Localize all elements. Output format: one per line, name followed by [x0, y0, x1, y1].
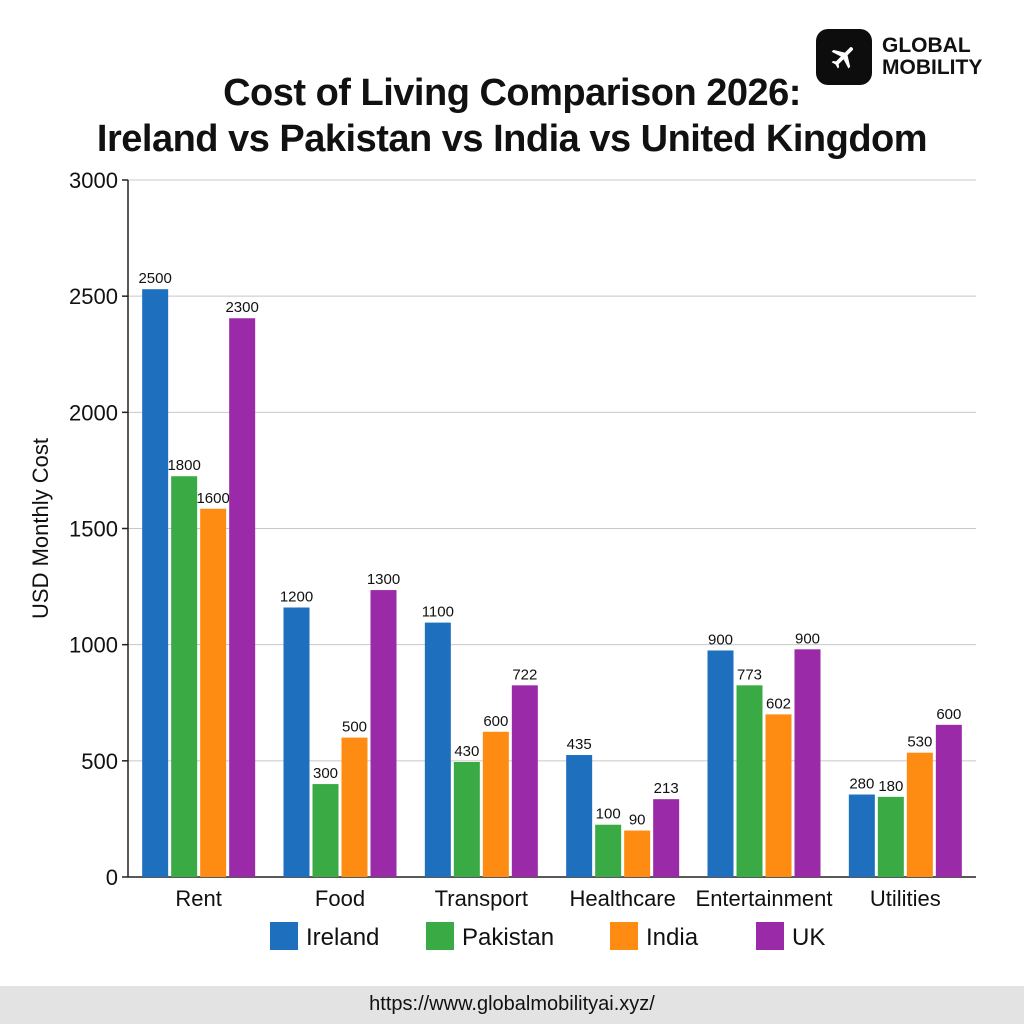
data-label: 900: [708, 631, 733, 648]
data-label: 2500: [138, 270, 171, 287]
legend-label: UK: [792, 924, 825, 951]
y-tick-label: 2500: [69, 284, 118, 309]
data-label: 722: [512, 666, 537, 683]
legend-swatch-uk: [756, 922, 784, 950]
bar-uk-rent: [229, 318, 256, 877]
data-label: 1800: [167, 457, 200, 474]
data-label: 1300: [367, 571, 400, 588]
data-label: 435: [567, 736, 592, 753]
y-tick-label: 500: [81, 749, 118, 774]
data-label: 90: [629, 812, 646, 829]
data-label: 300: [313, 765, 338, 782]
data-label: 530: [907, 734, 932, 751]
bar-pakistan-rent: [171, 476, 198, 877]
data-label: 1600: [196, 490, 229, 507]
legend-label: Ireland: [306, 924, 379, 951]
bar-ireland-entertainment: [707, 650, 734, 877]
chart-title-line1: Cost of Living Comparison 2026:: [223, 72, 801, 114]
data-label: 1200: [280, 588, 313, 605]
bar-india-transport: [482, 731, 509, 877]
data-label: 213: [654, 780, 679, 797]
x-tick-label: Transport: [435, 886, 528, 911]
data-label: 600: [483, 713, 508, 730]
y-axis-label: USD Monthly Cost: [28, 438, 53, 619]
data-label: 2300: [225, 299, 258, 316]
data-label: 602: [766, 695, 791, 712]
data-label: 900: [795, 630, 820, 647]
legend-swatch-pakistan: [426, 922, 454, 950]
bar-pakistan-healthcare: [595, 824, 622, 877]
bar-ireland-transport: [424, 622, 451, 877]
bar-uk-transport: [511, 685, 538, 877]
y-tick-label: 1500: [69, 517, 118, 542]
x-tick-label: Rent: [175, 886, 221, 911]
data-label: 180: [878, 778, 903, 795]
bar-india-entertainment: [765, 714, 792, 877]
y-tick-label: 1000: [69, 633, 118, 658]
legend-swatch-india: [610, 922, 638, 950]
data-label: 773: [737, 666, 762, 683]
legend-swatch-ireland: [270, 922, 298, 950]
footer-url-bar: https://www.globalmobilityai.xyz/: [0, 986, 1024, 1024]
y-tick-label: 0: [106, 865, 118, 890]
data-label: 100: [596, 806, 621, 823]
airplane-icon: [816, 29, 872, 85]
x-tick-label: Healthcare: [569, 886, 675, 911]
data-label: 500: [342, 719, 367, 736]
bar-pakistan-entertainment: [736, 685, 763, 877]
bar-uk-entertainment: [794, 649, 821, 877]
bar-uk-healthcare: [653, 799, 680, 877]
bar-ireland-healthcare: [566, 755, 593, 877]
bar-pakistan-utilities: [877, 796, 904, 877]
bar-pakistan-food: [312, 784, 339, 877]
bar-ireland-rent: [142, 289, 169, 877]
bar-india-utilities: [906, 752, 933, 877]
y-tick-label: 3000: [69, 168, 118, 193]
data-label: 280: [849, 776, 874, 793]
brand-logo: GLOBAL MOBILITY: [816, 28, 982, 86]
bar-india-rent: [200, 508, 227, 877]
bar-ireland-food: [283, 607, 310, 877]
bar-pakistan-transport: [453, 761, 480, 877]
bar-india-food: [341, 737, 368, 877]
chart-title-line2: Ireland vs Pakistan vs India vs United K…: [96, 118, 928, 160]
footer-url[interactable]: https://www.globalmobilityai.xyz/: [369, 993, 655, 1015]
y-tick-label: 2000: [69, 400, 118, 425]
bar-ireland-utilities: [848, 794, 875, 877]
bar-india-healthcare: [624, 830, 651, 877]
brand-name-line1: GLOBAL: [882, 34, 971, 57]
x-tick-label: Utilities: [870, 886, 941, 911]
x-tick-label: Entertainment: [696, 886, 833, 911]
data-label: 1100: [422, 604, 454, 621]
data-label: 430: [454, 743, 479, 760]
legend-label: Pakistan: [462, 924, 554, 951]
bar-chart: 0 500 1000 1500 2000 2500 3000 USD Monthly Cost…: [28, 168, 976, 951]
x-tick-label: Food: [315, 886, 365, 911]
bar-uk-food: [370, 590, 397, 877]
chart-title: Cost of Living Comparison 2026: Ireland …: [0, 70, 1024, 162]
data-label: 600: [936, 706, 961, 723]
legend-label: India: [646, 924, 699, 951]
bar-uk-utilities: [935, 724, 962, 877]
brand-name-line2: MOBILITY: [882, 56, 983, 79]
brand-name: GLOBAL MOBILITY: [882, 35, 982, 79]
